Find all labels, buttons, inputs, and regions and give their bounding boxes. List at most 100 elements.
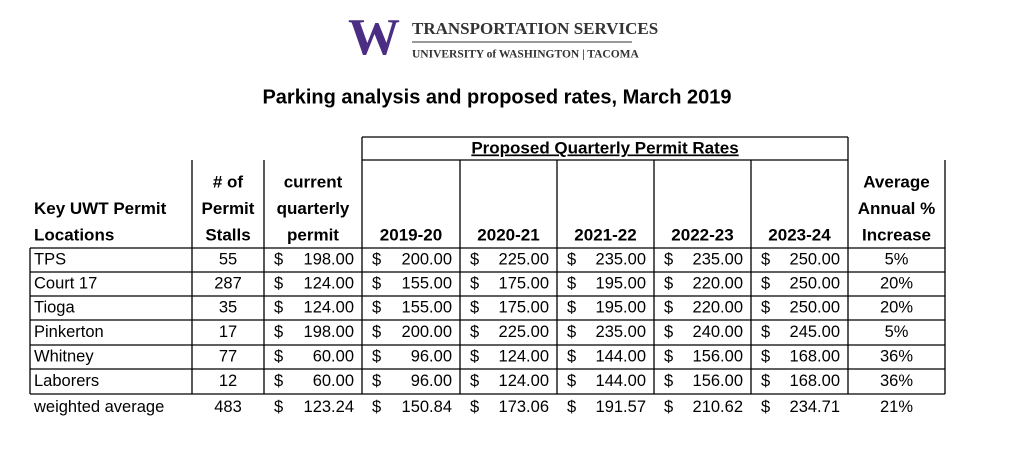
currency-symbol: $ — [567, 347, 576, 365]
currency-symbol: $ — [372, 323, 381, 341]
column-header: # of — [213, 172, 244, 191]
currency-symbol: $ — [664, 323, 673, 341]
amount: 200.00 — [402, 323, 452, 341]
currency-symbol: $ — [664, 347, 673, 365]
cell-value: 21% — [880, 398, 913, 416]
amount: 168.00 — [790, 347, 840, 365]
currency-symbol: $ — [470, 298, 479, 316]
currency-symbol: $ — [567, 398, 576, 416]
currency-symbol: $ — [274, 323, 283, 341]
currency-symbol: $ — [274, 372, 283, 390]
currency-symbol: $ — [372, 250, 381, 268]
amount: 156.00 — [693, 372, 743, 390]
currency-symbol: $ — [274, 347, 283, 365]
amount: 96.00 — [411, 372, 452, 390]
currency-symbol: $ — [664, 372, 673, 390]
amount: 250.00 — [790, 250, 840, 268]
currency-symbol: $ — [761, 347, 770, 365]
cell-value: 17 — [219, 323, 237, 341]
location: Laborers — [34, 372, 99, 390]
cell-value: 36% — [880, 372, 913, 390]
currency-symbol: $ — [274, 398, 283, 416]
amount: 156.00 — [693, 347, 743, 365]
column-header: Average — [863, 172, 929, 191]
currency-symbol: $ — [664, 250, 673, 268]
group-header: Proposed Quarterly Permit Rates — [471, 138, 738, 157]
location: weighted average — [33, 398, 164, 416]
amount: 173.06 — [499, 398, 549, 416]
cell-value: 20% — [880, 274, 913, 292]
cell-value: 77 — [219, 347, 237, 365]
column-header: 2022-23 — [671, 225, 733, 244]
currency-symbol: $ — [567, 323, 576, 341]
column-header: Stalls — [205, 225, 250, 244]
currency-symbol: $ — [372, 347, 381, 365]
amount: 195.00 — [596, 298, 646, 316]
amount: 198.00 — [304, 323, 354, 341]
column-header: 2019-20 — [380, 225, 442, 244]
currency-symbol: $ — [372, 398, 381, 416]
amount: 123.24 — [304, 398, 354, 416]
column-header: 2023-24 — [768, 225, 831, 244]
amount: 191.57 — [596, 398, 646, 416]
currency-symbol: $ — [761, 398, 770, 416]
currency-symbol: $ — [664, 398, 673, 416]
column-header: Key UWT Permit — [34, 199, 167, 218]
cell-value: 12 — [219, 372, 237, 390]
currency-symbol: $ — [372, 298, 381, 316]
cell-value: 36% — [880, 347, 913, 365]
amount: 235.00 — [596, 250, 646, 268]
amount: 124.00 — [304, 274, 354, 292]
amount: 235.00 — [596, 323, 646, 341]
currency-symbol: $ — [761, 274, 770, 292]
amount: 175.00 — [499, 298, 549, 316]
currency-symbol: $ — [567, 274, 576, 292]
currency-symbol: $ — [274, 250, 283, 268]
column-header: 2021-22 — [574, 225, 636, 244]
currency-symbol: $ — [567, 250, 576, 268]
column-header: permit — [287, 225, 339, 244]
amount: 235.00 — [693, 250, 743, 268]
amount: 220.00 — [693, 298, 743, 316]
amount: 250.00 — [790, 298, 840, 316]
amount: 210.62 — [693, 398, 743, 416]
location: Whitney — [34, 347, 94, 365]
amount: 155.00 — [402, 298, 452, 316]
amount: 250.00 — [790, 274, 840, 292]
location: Pinkerton — [34, 323, 104, 341]
currency-symbol: $ — [372, 372, 381, 390]
amount: 144.00 — [596, 372, 646, 390]
amount: 245.00 — [790, 323, 840, 341]
column-header: current — [284, 172, 343, 191]
cell-value: 5% — [885, 323, 909, 341]
column-header: Permit — [202, 199, 255, 218]
currency-symbol: $ — [274, 274, 283, 292]
amount: 234.71 — [790, 398, 840, 416]
amount: 155.00 — [402, 274, 452, 292]
amount: 225.00 — [499, 323, 549, 341]
amount: 175.00 — [499, 274, 549, 292]
amount: 195.00 — [596, 274, 646, 292]
cell-value: 20% — [880, 298, 913, 316]
cell-value: 35 — [219, 298, 237, 316]
column-header: Annual % — [858, 199, 935, 218]
amount: 144.00 — [596, 347, 646, 365]
currency-symbol: $ — [470, 372, 479, 390]
amount: 60.00 — [313, 347, 354, 365]
amount: 124.00 — [304, 298, 354, 316]
location: Court 17 — [34, 274, 97, 292]
org-unit: UNIVERSITY of WASHINGTON | TACOMA — [412, 49, 640, 61]
amount: 150.84 — [402, 398, 452, 416]
location: Tioga — [34, 298, 75, 316]
currency-symbol: $ — [274, 298, 283, 316]
currency-symbol: $ — [470, 398, 479, 416]
amount: 220.00 — [693, 274, 743, 292]
currency-symbol: $ — [470, 323, 479, 341]
amount: 124.00 — [499, 347, 549, 365]
amount: 60.00 — [313, 372, 354, 390]
cell-value: 55 — [219, 250, 237, 268]
currency-symbol: $ — [761, 323, 770, 341]
cell-value: 287 — [214, 274, 242, 292]
